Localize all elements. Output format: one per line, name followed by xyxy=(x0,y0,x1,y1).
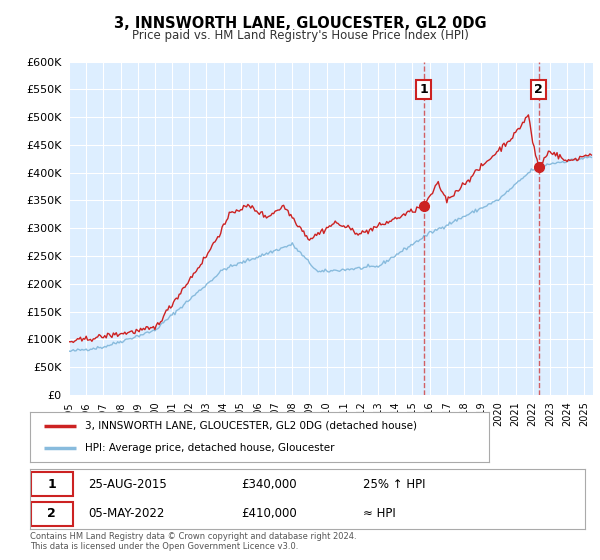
Text: 2: 2 xyxy=(535,83,543,96)
Text: 2: 2 xyxy=(47,507,56,520)
Text: HPI: Average price, detached house, Gloucester: HPI: Average price, detached house, Glou… xyxy=(85,443,335,453)
Text: 3, INNSWORTH LANE, GLOUCESTER, GL2 0DG: 3, INNSWORTH LANE, GLOUCESTER, GL2 0DG xyxy=(113,16,487,31)
Text: ≈ HPI: ≈ HPI xyxy=(363,507,396,520)
Text: Contains HM Land Registry data © Crown copyright and database right 2024.: Contains HM Land Registry data © Crown c… xyxy=(30,532,356,541)
Text: 25% ↑ HPI: 25% ↑ HPI xyxy=(363,478,425,491)
Text: £340,000: £340,000 xyxy=(241,478,296,491)
Text: Price paid vs. HM Land Registry's House Price Index (HPI): Price paid vs. HM Land Registry's House … xyxy=(131,29,469,42)
Text: 25-AUG-2015: 25-AUG-2015 xyxy=(88,478,167,491)
Text: 05-MAY-2022: 05-MAY-2022 xyxy=(88,507,164,520)
Text: 1: 1 xyxy=(419,83,428,96)
Text: 1: 1 xyxy=(47,478,56,491)
Text: £410,000: £410,000 xyxy=(241,507,296,520)
Text: 3, INNSWORTH LANE, GLOUCESTER, GL2 0DG (detached house): 3, INNSWORTH LANE, GLOUCESTER, GL2 0DG (… xyxy=(85,421,417,431)
FancyBboxPatch shape xyxy=(31,502,73,526)
FancyBboxPatch shape xyxy=(31,472,73,496)
Text: This data is licensed under the Open Government Licence v3.0.: This data is licensed under the Open Gov… xyxy=(30,542,298,550)
